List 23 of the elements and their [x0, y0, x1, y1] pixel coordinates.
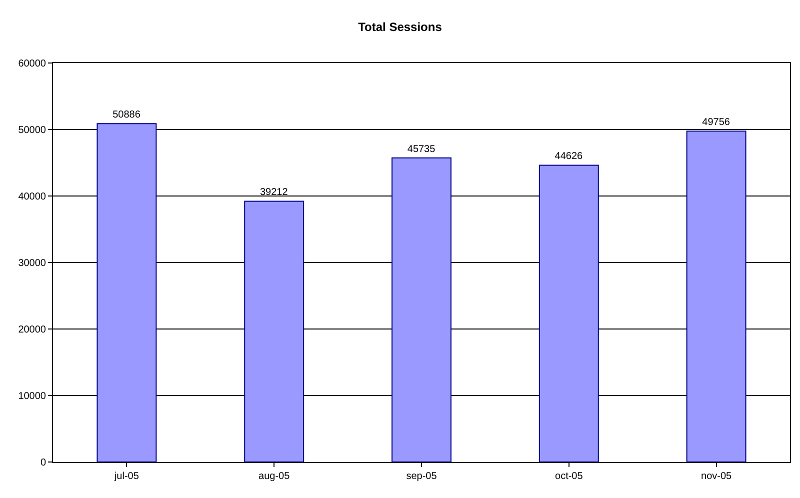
- bar: [538, 164, 599, 462]
- data-label: 44626: [554, 151, 584, 162]
- x-tick-label: aug-05: [258, 471, 290, 482]
- data-label: 39212: [260, 187, 288, 198]
- y-tick-label: 60000: [18, 58, 46, 70]
- x-tick-label: nov-05: [701, 471, 732, 482]
- y-tick-label: 40000: [18, 192, 46, 202]
- data-label: 50886: [112, 110, 141, 121]
- bar: [96, 123, 157, 462]
- chart-title: Total Sessions: [358, 20, 442, 34]
- x-tick-label: sep-05: [406, 471, 438, 482]
- x-tick-label: jul-05: [113, 471, 140, 482]
- data-label: 45735: [407, 144, 436, 155]
- bar: [392, 157, 452, 462]
- bar: [244, 200, 304, 462]
- y-tick-label: 50000: [18, 125, 46, 136]
- data-label: 49756: [702, 117, 730, 128]
- bar: [686, 130, 746, 462]
- x-tick-label: oct-05: [555, 471, 584, 482]
- y-tick-label: 10000: [18, 391, 46, 402]
- y-tick-label: 20000: [18, 324, 46, 336]
- y-tick-label: 0: [40, 458, 46, 468]
- y-tick-label: 30000: [18, 258, 46, 269]
